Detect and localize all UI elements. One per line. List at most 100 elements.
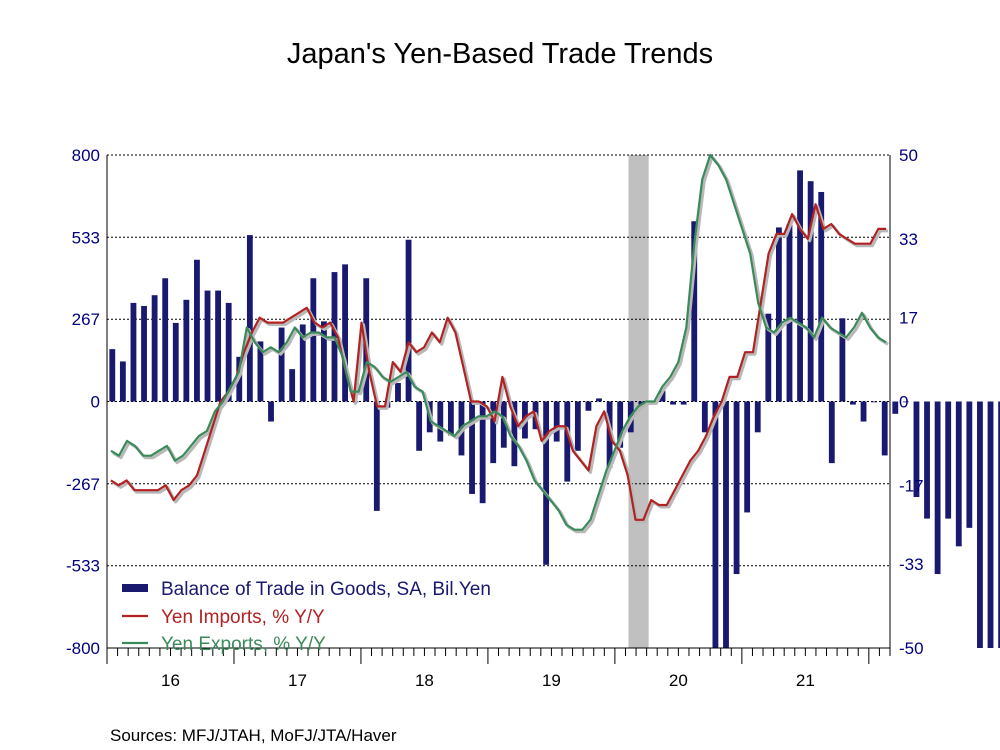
legend-swatch-bar	[122, 584, 148, 592]
trade-balance-bar	[479, 401, 486, 504]
trade-balance-bar	[543, 401, 550, 565]
chart-title: Japan's Yen-Based Trade Trends	[287, 38, 713, 70]
trade-balance-bar	[278, 327, 285, 402]
trade-balance-bar	[754, 401, 761, 433]
trade-balance-bar	[553, 401, 560, 442]
trade-balance-bar	[955, 401, 962, 547]
trade-balance-bar	[162, 278, 169, 402]
year-label: 20	[669, 671, 688, 690]
trade-balance-bar	[775, 227, 782, 402]
trade-balance-bar	[839, 318, 846, 402]
trade-balance-bar	[733, 401, 740, 575]
trade-balance-bar	[130, 302, 137, 402]
trade-balance-bar	[194, 259, 200, 402]
legend-label: Balance of Trade in Goods, SA, Bil.Yen	[161, 579, 491, 600]
trade-balance-bar	[786, 224, 793, 402]
trade-balance-bar	[373, 401, 380, 511]
gridlines	[107, 154, 890, 567]
trade-balance-bar	[723, 401, 729, 648]
source-note: Sources: MFJ/JTAH, MoFJ/JTA/Haver	[110, 726, 397, 745]
trade-balance-bar	[585, 401, 592, 411]
exports-line	[110, 153, 887, 531]
trade-balance-bar	[511, 401, 518, 467]
left-tick-label: 800	[72, 146, 100, 165]
trade-balance-bar	[765, 313, 772, 402]
right-tick-label: -33	[899, 555, 924, 574]
balance-of-trade-bars	[109, 170, 1000, 648]
trade-balance-bar	[564, 401, 571, 482]
trade-balance-bar	[828, 401, 835, 464]
trade-balance-bar	[680, 401, 687, 405]
trade-balance-bar	[871, 401, 878, 403]
year-label: 16	[161, 671, 180, 690]
trade-balance-bar	[574, 401, 581, 451]
year-label: 17	[288, 671, 307, 690]
trade-balance-bar	[977, 401, 983, 648]
trade-balance-bar	[818, 191, 825, 402]
year-label: 18	[415, 671, 434, 690]
legend-label: Yen Imports, % Y/Y	[161, 607, 325, 628]
right-axis-labels: 50 33 17 0 -17 -33 -50	[899, 146, 924, 658]
trade-balance-bar	[797, 170, 803, 402]
right-tick-label: 33	[899, 230, 918, 249]
trade-balance-bar	[342, 264, 348, 402]
trade-balance-bar	[691, 221, 698, 402]
left-tick-label: 0	[91, 393, 100, 412]
trade-balance-bar	[321, 321, 327, 402]
trade-balance-bar	[172, 322, 179, 402]
trade-balance-bar	[183, 299, 190, 402]
trade-balance-bar	[257, 341, 264, 402]
left-tick-label: -533	[66, 557, 100, 576]
x-axis-labels: 16 17 18 19 20 21	[161, 671, 815, 690]
trade-balance-bar	[447, 401, 454, 436]
legend: Balance of Trade in Goods, SA, Bil.Yen Ye…	[122, 579, 491, 655]
trade-balance-bar	[395, 383, 401, 402]
trade-balance-bar	[469, 401, 475, 494]
left-axis-labels: 800 533 267 0 -267 -533 -800	[66, 146, 100, 658]
legend-label: Yen Exports, % Y/Y	[161, 634, 326, 655]
trade-balance-bar	[807, 181, 814, 402]
right-tick-label: 17	[899, 309, 918, 328]
trade-balance-bar	[966, 401, 973, 528]
left-tick-label: 267	[72, 310, 100, 329]
trade-balance-bar	[289, 369, 296, 402]
trade-balance-bar	[892, 401, 899, 414]
trade-balance-bar	[638, 401, 645, 405]
trade-balance-bar	[225, 302, 232, 402]
trade-balance-bar	[902, 401, 909, 403]
trade-balance-bar	[934, 401, 941, 575]
trade-balance-bar	[268, 401, 274, 422]
yoy-lines	[110, 153, 889, 534]
trade-balance-bar	[659, 390, 666, 402]
axes	[106, 155, 891, 664]
left-tick-label: -800	[66, 639, 100, 658]
trade-balance-bar	[119, 361, 126, 402]
trade-balance-bar	[151, 295, 158, 402]
trade-balance-bar	[416, 401, 423, 451]
trade-balance-bar	[744, 401, 751, 513]
trade-balance-bar	[850, 401, 856, 405]
trade-balance-bar	[987, 401, 994, 648]
trade-balance-bar	[712, 401, 719, 648]
year-label: 21	[796, 671, 815, 690]
left-tick-label: 533	[72, 228, 100, 247]
right-tick-label: 0	[899, 393, 908, 412]
trade-balance-bar	[881, 401, 888, 456]
trade-balance-bar	[913, 401, 920, 498]
trade-balance-bar	[109, 349, 116, 402]
trade-balance-bar	[405, 239, 412, 402]
trade-balance-bar	[596, 398, 602, 402]
trade-balance-bar	[998, 401, 1000, 648]
trade-balance-bar	[215, 290, 222, 402]
trade-balance-bar	[204, 290, 211, 402]
right-tick-label: -17	[899, 476, 924, 495]
trade-balance-bar	[617, 401, 624, 448]
right-tick-label: 50	[899, 146, 918, 165]
trade-balance-bar	[310, 278, 317, 402]
trade-balance-bar	[500, 401, 507, 448]
left-tick-label: -267	[66, 475, 100, 494]
year-label: 19	[542, 671, 561, 690]
trade-balance-bar	[924, 401, 930, 519]
trade-balance-bar	[670, 401, 676, 405]
